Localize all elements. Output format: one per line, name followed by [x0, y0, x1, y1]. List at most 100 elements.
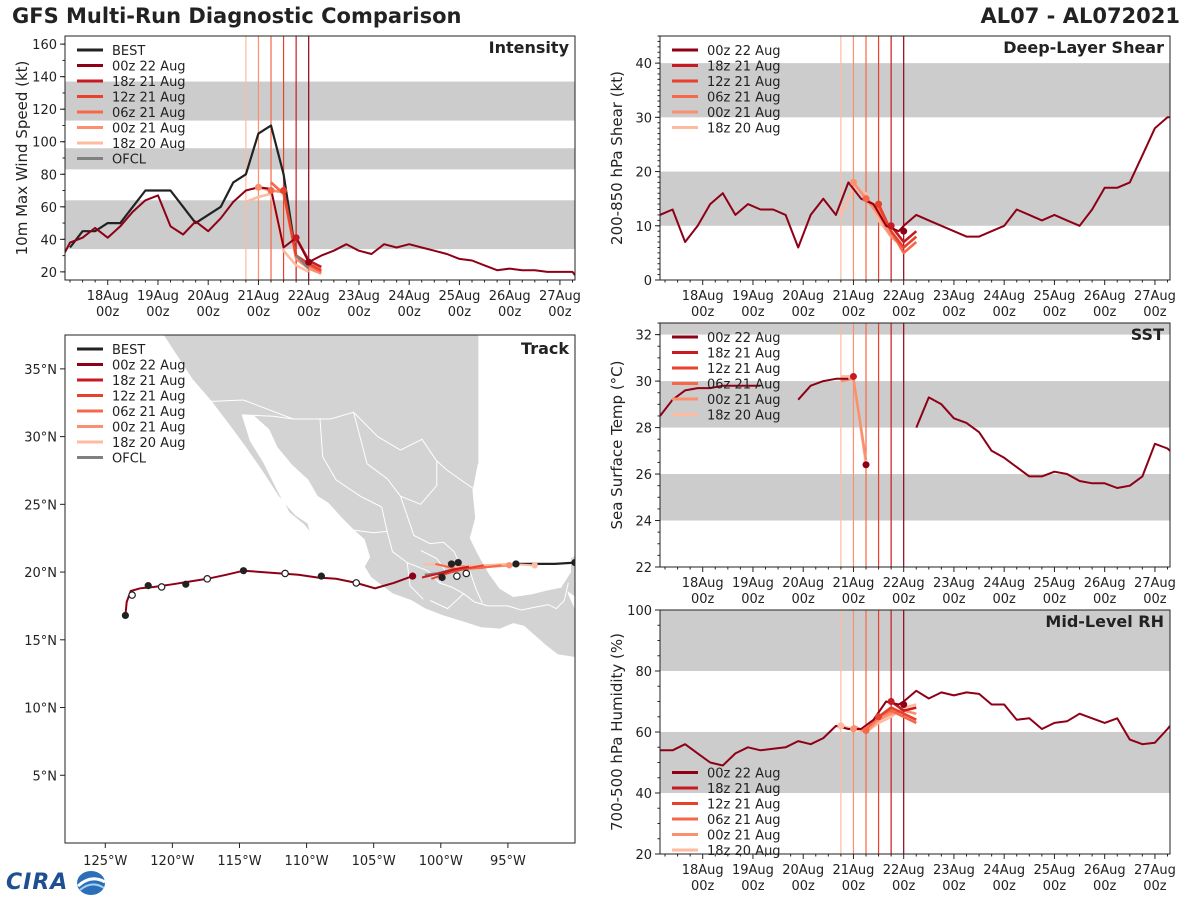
track-open-marker [352, 579, 361, 587]
x-tick-sublabel: 00z [1043, 305, 1067, 320]
lon-tick-label: 100°W [419, 854, 463, 869]
shaded-band [660, 171, 1170, 226]
run-series-line [282, 190, 322, 272]
map-area [65, 335, 575, 843]
panel-title: Intensity [489, 38, 570, 57]
track-open-marker [128, 591, 136, 599]
x-tick-sublabel: 00z [792, 592, 816, 607]
y-tick-label: 80 [635, 665, 652, 680]
shaded-band [660, 610, 1170, 671]
run-series-line [660, 384, 761, 417]
legend-label: 18z 21 Aug [707, 60, 781, 75]
x-tick-label: 18Aug [682, 289, 724, 304]
track-run-line [421, 565, 470, 579]
init-point-marker [254, 183, 262, 191]
y-tick-label: 0 [644, 274, 652, 289]
y-tick-label: 20 [635, 848, 652, 863]
legend-label: 06z 21 Aug [707, 813, 781, 828]
track-filled-marker [447, 560, 456, 568]
x-tick-sublabel: 00z [741, 305, 765, 320]
x-tick-label: 19Aug [137, 289, 179, 304]
x-tick-sublabel: 00z [792, 879, 816, 894]
y-tick-label: 100 [627, 604, 652, 619]
state-border [211, 399, 479, 493]
x-tick-sublabel: 00z [992, 879, 1016, 894]
x-tick-label: 24Aug [388, 289, 430, 304]
x-tick-label: 18Aug [682, 576, 724, 591]
lon-tick-label: 115°W [217, 854, 261, 869]
track-filled-marker [317, 572, 325, 580]
lat-tick-label: 25°N [24, 498, 57, 513]
panel-intensity: 2040608010012014016018Aug00z19Aug00z20Au… [13, 35, 581, 320]
run-series-line [865, 709, 917, 730]
x-tick-sublabel: 00z [397, 305, 421, 320]
best-series-line [69, 124, 310, 265]
x-tick-sublabel: 00z [297, 305, 321, 320]
lon-tick-label: 120°W [150, 854, 194, 869]
y-tick-label: 80 [40, 168, 57, 183]
track-open-marker [157, 583, 166, 591]
init-point-marker [292, 234, 300, 242]
track-frame [64, 334, 576, 844]
legend-label: 00z 22 Aug [112, 60, 186, 75]
shaded-band [660, 732, 1170, 793]
panel-title: Track [521, 339, 569, 358]
x-tick-sublabel: 00z [842, 879, 866, 894]
legend-label: 06z 21 Aug [112, 405, 186, 420]
legend-label: 06z 21 Aug [112, 106, 186, 121]
plot-area [65, 36, 575, 280]
x-tick-sublabel: 00z [842, 305, 866, 320]
lat-tick-label: 10°N [24, 702, 57, 717]
init-point-marker [849, 725, 857, 733]
state-border [406, 562, 424, 600]
legend-label: BEST [112, 44, 145, 59]
x-tick-sublabel: 00z [1143, 305, 1167, 320]
x-tick-label: 27Aug [1134, 576, 1176, 591]
y-axis-label: 700-500 hPa Humidity (%) [608, 633, 626, 831]
x-tick-sublabel: 00z [691, 592, 715, 607]
plot-area [660, 323, 1170, 567]
y-tick-label: 160 [32, 38, 57, 53]
x-tick-label: 21Aug [832, 576, 874, 591]
x-tick-label: 24Aug [983, 289, 1025, 304]
init-point-marker [900, 701, 908, 709]
x-tick-sublabel: 00z [842, 592, 866, 607]
x-tick-label: 26Aug [1084, 289, 1126, 304]
x-tick-label: 26Aug [489, 289, 531, 304]
x-tick-sublabel: 00z [942, 592, 966, 607]
plot-area [660, 610, 1170, 854]
panel-frame [659, 35, 1171, 281]
ofcl-series-line [295, 254, 310, 270]
lat-tick-label: 35°N [24, 363, 57, 378]
storm-id: AL07 - AL072021 [980, 4, 1181, 28]
x-tick-label: 25Aug [1033, 576, 1075, 591]
legend-label: 18z 21 Aug [707, 782, 781, 797]
legend-label: 18z 20 Aug [707, 409, 781, 424]
x-tick-sublabel: 00z [892, 305, 916, 320]
legend-label: OFCL [112, 452, 147, 467]
y-tick-label: 60 [40, 201, 57, 216]
x-tick-sublabel: 00z [1093, 879, 1117, 894]
track-filled-marker [454, 558, 462, 567]
y-tick-label: 32 [635, 329, 652, 344]
shaded-band [660, 323, 1170, 335]
x-tick-label: 27Aug [1134, 289, 1176, 304]
legend-label: 00z 21 Aug [707, 829, 781, 844]
init-point-marker [875, 200, 883, 208]
track-run-marker [531, 562, 538, 569]
y-axis-label: Sea Surface Temp (°C) [608, 360, 626, 529]
x-tick-label: 22Aug [883, 863, 925, 878]
panel-track: 125°W 120°W 115°W 110°W 105°W 100°W 95°W 5°N 10°… [24, 334, 576, 869]
init-point-marker [305, 258, 313, 266]
track-filled-marker [438, 573, 446, 582]
panel-rh: 2040608010018Aug00z19Aug00z20Aug00z21Aug… [608, 604, 1176, 894]
x-tick-sublabel: 00z [942, 879, 966, 894]
state-border [400, 496, 455, 553]
x-tick-label: 26Aug [1084, 576, 1126, 591]
y-tick-label: 22 [635, 561, 652, 576]
run-series-line [890, 225, 918, 244]
x-tick-sublabel: 00z [992, 305, 1016, 320]
y-axis-label: 10m Max Wind Speed (kt) [13, 61, 31, 256]
state-border [242, 414, 294, 420]
